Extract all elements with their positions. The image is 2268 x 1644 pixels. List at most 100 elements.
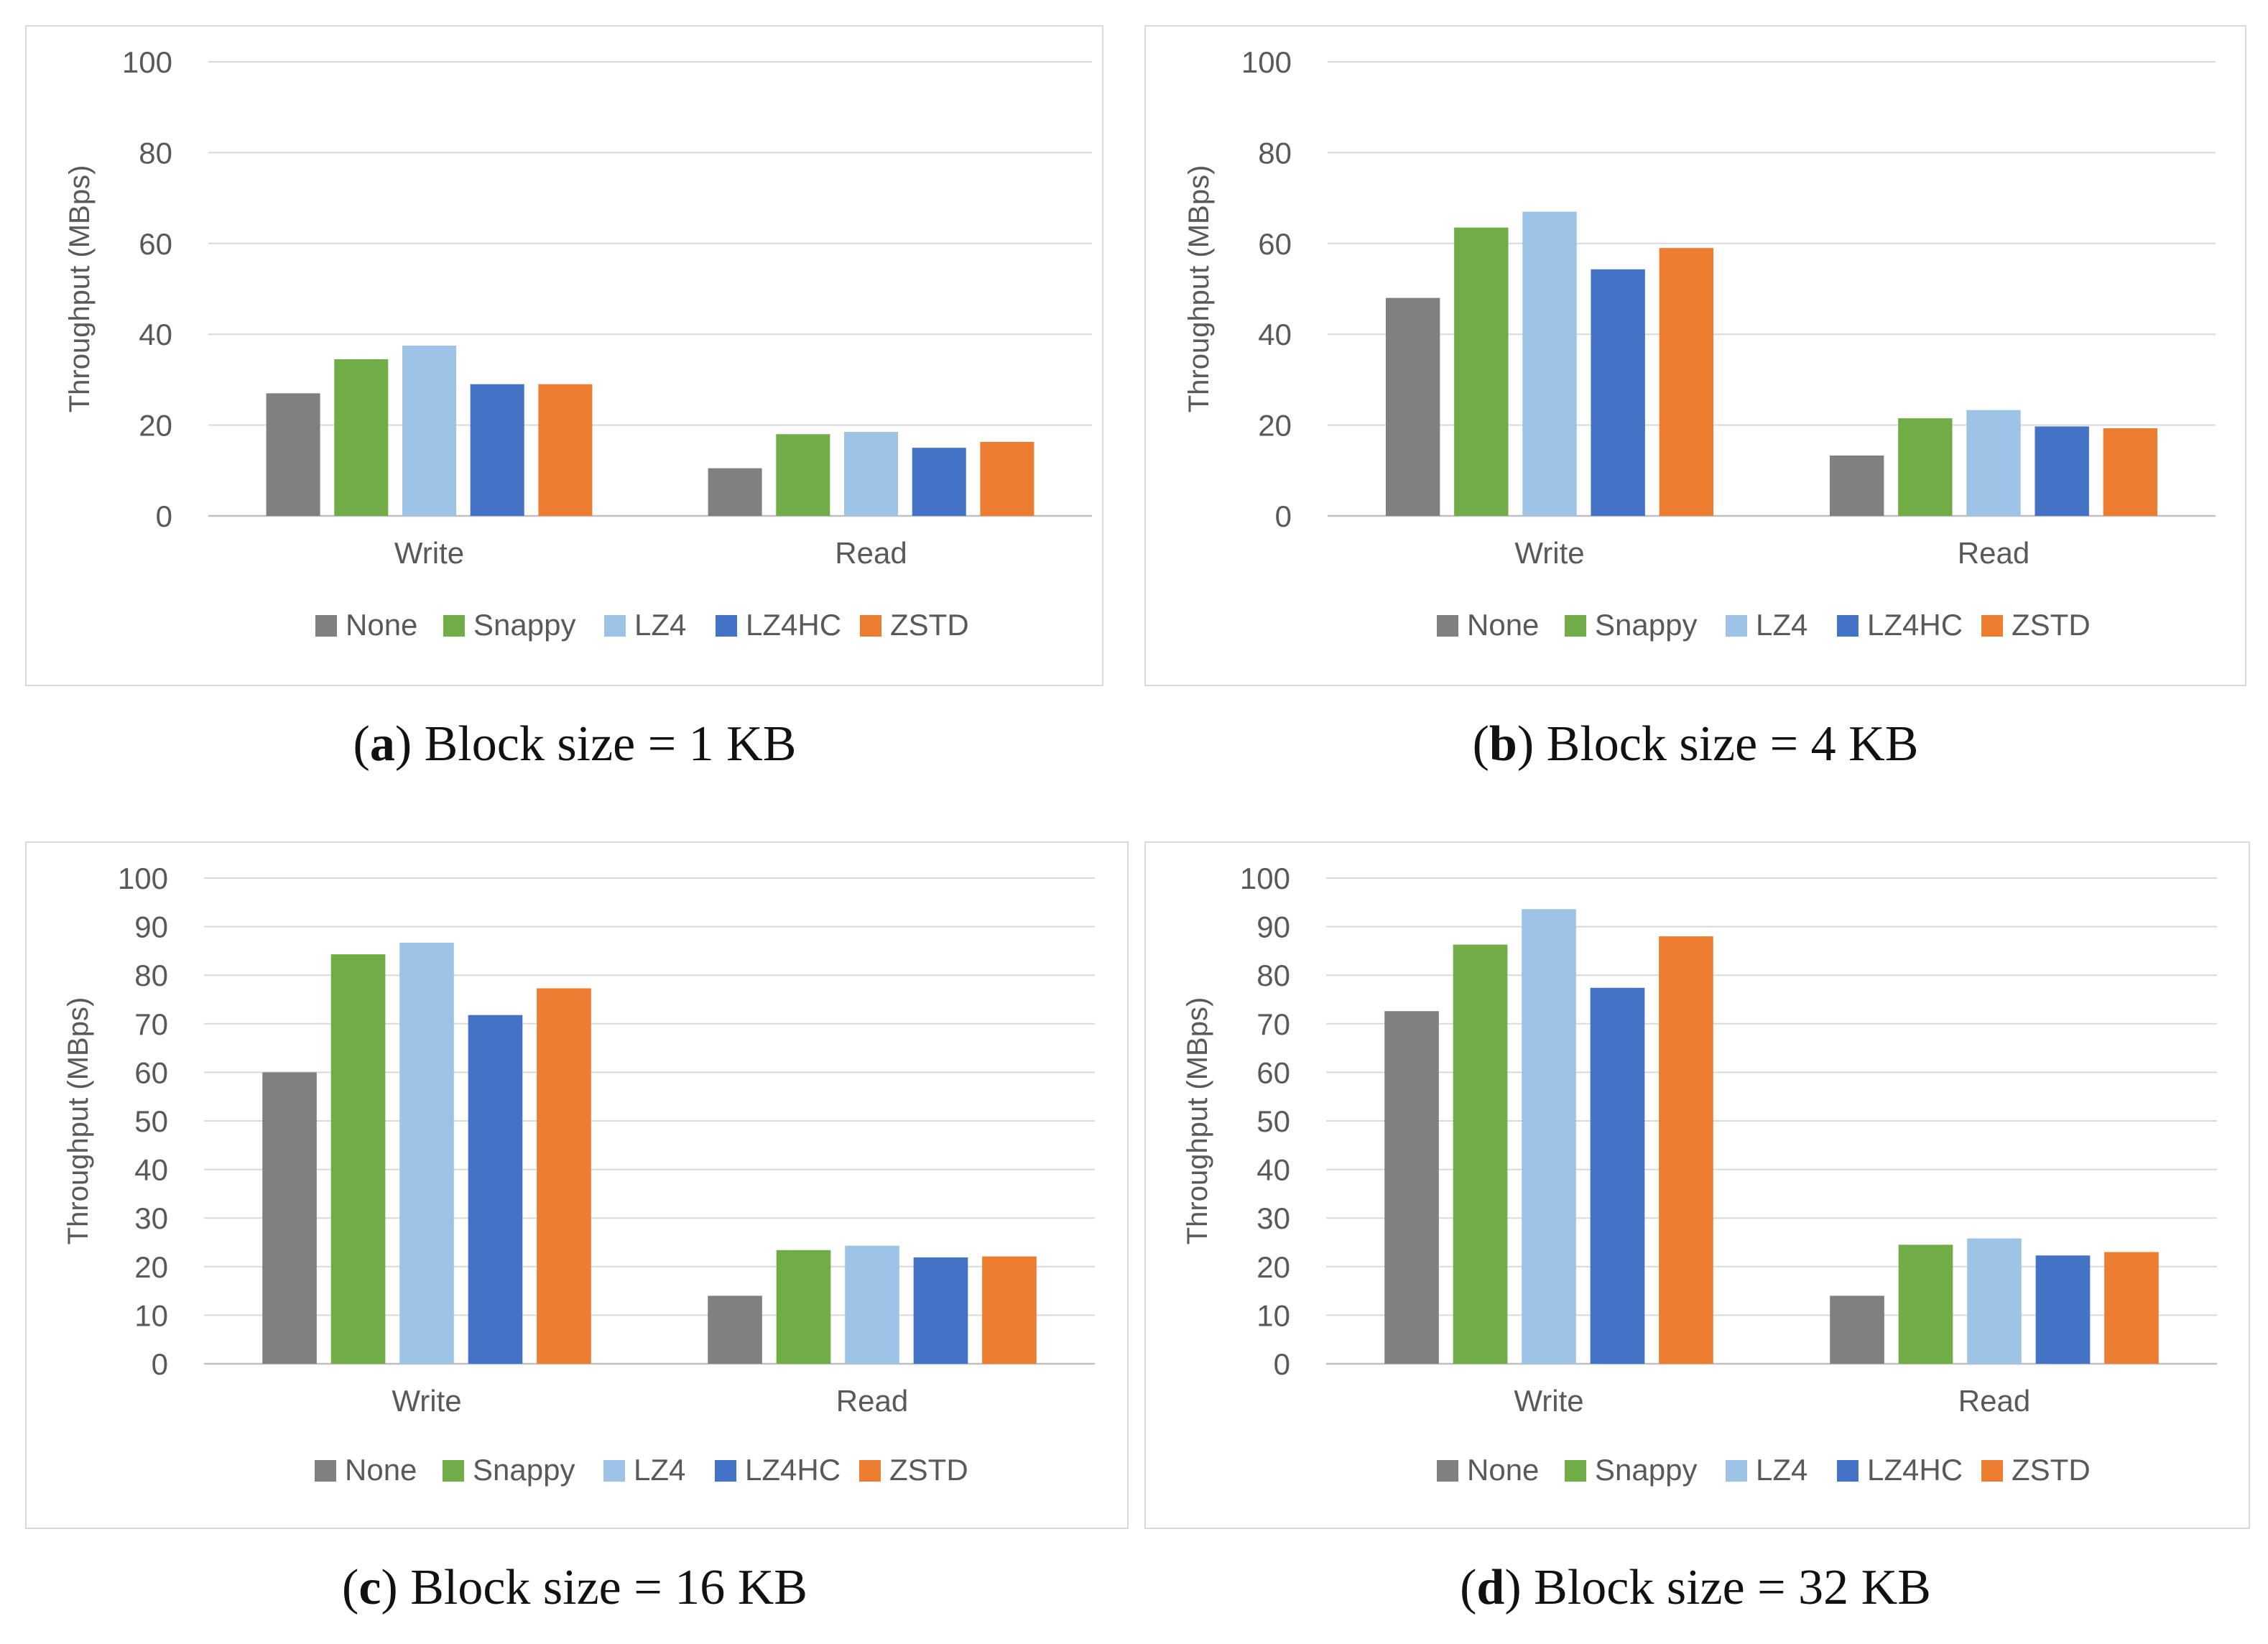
legend-swatch-none bbox=[1437, 1460, 1458, 1482]
bar-lz4-read bbox=[1967, 1238, 2022, 1364]
bar-lz4hc-write bbox=[468, 1015, 523, 1364]
legend-swatch-lz4hc bbox=[716, 615, 737, 637]
legend-label-zstd: ZSTD bbox=[2012, 1453, 2091, 1487]
y-tick-label: 0 bbox=[152, 1347, 168, 1381]
caption-text: Block size = 16 KB bbox=[410, 1560, 807, 1615]
bar-snappy-write bbox=[334, 359, 389, 516]
bar-snappy-write bbox=[330, 954, 386, 1364]
legend: None Snappy LZ4 LZ4HC ZSTD bbox=[1437, 1453, 2091, 1487]
bar-none-read bbox=[1829, 455, 1884, 516]
bar-snappy-read bbox=[1898, 1244, 1953, 1364]
bar-snappy-write bbox=[1454, 227, 1509, 516]
y-tick-label: 90 bbox=[134, 910, 168, 944]
bar-lz4hc-write bbox=[1591, 269, 1645, 516]
y-tick-label: 60 bbox=[139, 227, 172, 261]
chart-panel-b: 0 20 40 60 80 100 Throughput (MBps) Write Read No… bbox=[1144, 25, 2246, 686]
caption-letter: d bbox=[1476, 1560, 1504, 1615]
legend-label-zstd: ZSTD bbox=[890, 608, 969, 642]
y-tick-label: 60 bbox=[134, 1056, 168, 1089]
bar-lz4hc-read bbox=[912, 448, 966, 516]
bar-lz4-read bbox=[1966, 410, 2021, 516]
bar-none-write bbox=[1385, 297, 1440, 516]
y-axis-label: Throughput (MBps) bbox=[63, 997, 94, 1245]
y-tick-label: 100 bbox=[118, 862, 168, 895]
caption-text: Block size = 1 KB bbox=[425, 716, 797, 772]
y-tick-label: 100 bbox=[1240, 862, 1290, 895]
bar-lz4hc-read bbox=[913, 1257, 968, 1364]
y-axis-label: Throughput (MBps) bbox=[1183, 165, 1215, 413]
y-tick-label: 70 bbox=[134, 1007, 168, 1041]
legend-label-lz4hc: LZ4HC bbox=[1867, 1453, 1963, 1487]
y-tick-label: 20 bbox=[134, 1250, 168, 1284]
y-tick-label: 50 bbox=[134, 1104, 168, 1138]
caption-letter: b bbox=[1489, 716, 1517, 772]
y-tick-label: 0 bbox=[1275, 499, 1292, 533]
y-tick-label: 70 bbox=[1256, 1007, 1290, 1041]
bar-zstd-read bbox=[2103, 428, 2158, 516]
y-tick-label: 80 bbox=[1258, 136, 1292, 170]
legend-swatch-snappy bbox=[1565, 1460, 1586, 1482]
y-tick-label: 80 bbox=[1256, 959, 1290, 992]
legend-label-snappy: Snappy bbox=[473, 608, 575, 642]
legend-swatch-lz4 bbox=[1726, 615, 1747, 637]
y-axis-label: Throughput (MBps) bbox=[64, 165, 96, 413]
y-tick-label: 40 bbox=[1256, 1153, 1290, 1187]
bar-snappy-read bbox=[776, 1250, 831, 1364]
legend-label-snappy: Snappy bbox=[1595, 1453, 1697, 1487]
y-tick-label: 100 bbox=[122, 45, 172, 79]
bar-none-read bbox=[708, 468, 762, 516]
bar-snappy-read bbox=[776, 434, 830, 516]
bar-lz4-write bbox=[1522, 211, 1577, 516]
y-tick-label: 40 bbox=[134, 1153, 168, 1187]
bar-lz4-write bbox=[1522, 909, 1576, 1364]
legend-label-lz4: LZ4 bbox=[634, 1453, 685, 1487]
caption-text: Block size = 4 KB bbox=[1547, 716, 1919, 772]
y-tick-label: 60 bbox=[1258, 227, 1292, 261]
bar-zstd-write bbox=[537, 988, 591, 1364]
legend-label-none: None bbox=[1467, 608, 1539, 642]
legend-label-snappy: Snappy bbox=[1595, 608, 1697, 642]
panel-caption: (d) Block size = 32 KB bbox=[1460, 1560, 1931, 1615]
panel-caption: (a) Block size = 1 KB bbox=[353, 716, 797, 772]
caption-letter: c bbox=[358, 1560, 381, 1615]
legend-swatch-lz4 bbox=[1726, 1460, 1747, 1482]
legend-swatch-snappy bbox=[443, 1460, 464, 1482]
bar-lz4hc-read bbox=[2035, 426, 2089, 516]
bar-lz4hc-read bbox=[2035, 1255, 2091, 1364]
bar-zstd-read bbox=[980, 441, 1035, 516]
bar-lz4hc-write bbox=[470, 384, 524, 516]
y-axis-label: Throughput (MBps) bbox=[1182, 997, 1213, 1245]
chart-panel-c: 0 10 20 30 40 50 60 70 80 90 100 Throughput (MBps) W… bbox=[25, 841, 1129, 1529]
caption-text: Block size = 32 KB bbox=[1534, 1560, 1931, 1615]
legend-swatch-snappy bbox=[1565, 615, 1586, 637]
y-tick-label: 60 bbox=[1256, 1056, 1290, 1089]
x-category-label: Read bbox=[835, 536, 907, 570]
legend-swatch-none bbox=[315, 1460, 336, 1482]
legend-swatch-zstd bbox=[859, 1460, 881, 1482]
legend: None Snappy LZ4 LZ4HC ZSTD bbox=[315, 608, 969, 642]
bar-zstd-write bbox=[538, 384, 593, 516]
y-tick-label: 20 bbox=[139, 409, 172, 443]
legend-swatch-none bbox=[1437, 615, 1458, 637]
y-tick-label: 40 bbox=[139, 318, 172, 351]
panel-caption: (b) Block size = 4 KB bbox=[1473, 716, 1919, 772]
y-tick-label: 100 bbox=[1241, 45, 1292, 79]
legend-label-lz4: LZ4 bbox=[1756, 608, 1808, 642]
bar-lz4-write bbox=[402, 346, 457, 516]
caption-letter: a bbox=[370, 716, 395, 772]
legend-swatch-lz4hc bbox=[715, 1460, 736, 1482]
y-tick-label: 30 bbox=[134, 1201, 168, 1235]
legend-swatch-zstd bbox=[1981, 1460, 2003, 1482]
bar-lz4hc-write bbox=[1590, 987, 1645, 1364]
panel-caption: (c) Block size = 16 KB bbox=[342, 1560, 807, 1615]
y-tick-label: 20 bbox=[1256, 1250, 1290, 1284]
y-tick-label: 30 bbox=[1256, 1201, 1290, 1235]
legend-swatch-zstd bbox=[860, 615, 881, 637]
legend: None Snappy LZ4 LZ4HC ZSTD bbox=[315, 1453, 968, 1487]
x-category-label: Write bbox=[1514, 536, 1584, 570]
y-tick-label: 80 bbox=[139, 136, 172, 170]
bar-lz4-read bbox=[843, 432, 899, 516]
legend: None Snappy LZ4 LZ4HC ZSTD bbox=[1437, 608, 2091, 642]
bar-zstd-read bbox=[2104, 1252, 2159, 1364]
